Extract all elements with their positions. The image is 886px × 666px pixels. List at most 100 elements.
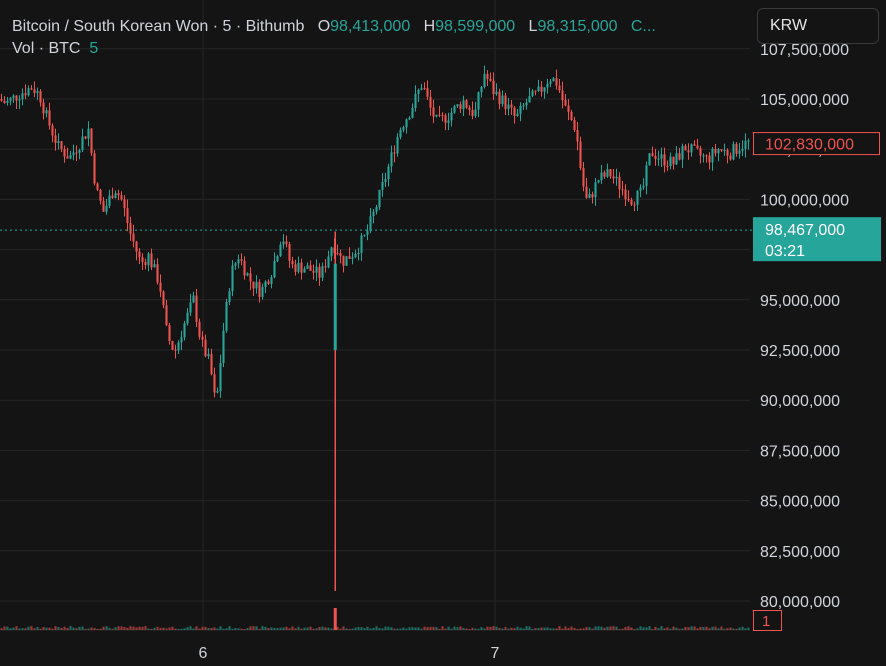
volume-bar <box>63 626 66 630</box>
candle-body <box>204 339 207 357</box>
volume-bar <box>666 627 669 630</box>
candle-body <box>729 155 732 160</box>
candle-body <box>285 241 288 245</box>
volume-bar <box>378 628 381 630</box>
volume-bar <box>30 626 33 630</box>
volume-bar <box>273 627 276 630</box>
volume-bar <box>141 626 144 630</box>
candle-body <box>492 80 495 95</box>
volume-bar <box>177 628 180 630</box>
volume-bar <box>498 627 501 630</box>
volume-bar <box>315 628 318 630</box>
volume-bar <box>564 626 567 630</box>
volume-bar <box>717 628 720 630</box>
candle-body <box>240 259 243 261</box>
volume-bar <box>114 627 117 630</box>
y-tick-label: 82,500,000 <box>760 544 840 561</box>
volume-bar <box>600 626 603 630</box>
candle-body <box>270 277 273 284</box>
volume-bar <box>45 627 48 630</box>
candle-body <box>450 112 453 121</box>
candle-body <box>177 342 180 351</box>
candle-body <box>552 78 555 82</box>
volume-bar <box>81 626 84 630</box>
candle-body <box>597 180 600 183</box>
candle-body <box>483 73 486 88</box>
candle-body <box>216 391 219 393</box>
y-tick-label: 80,000,000 <box>760 594 840 611</box>
volume-bar <box>165 628 168 630</box>
volume-bar <box>348 628 351 630</box>
volume-bar <box>522 628 525 630</box>
volume-legend-label[interactable]: Vol · BTC <box>12 40 81 57</box>
volume-bar <box>459 626 462 630</box>
volume-bar <box>3 626 6 630</box>
volume-bar <box>525 626 528 630</box>
candle-body <box>168 325 171 341</box>
symbol-title[interactable]: Bitcoin / South Korean Won <box>12 18 209 35</box>
volume-bar <box>90 627 93 630</box>
candle-body <box>453 106 456 113</box>
candle-body <box>294 264 297 272</box>
candle-body <box>576 130 579 142</box>
candle-body <box>609 169 612 177</box>
candle-body <box>21 93 24 100</box>
volume-bar <box>195 626 198 630</box>
candle-body <box>708 155 711 163</box>
volume-bar <box>207 627 210 630</box>
candle-body <box>738 150 741 154</box>
close-value: C... <box>630 18 656 35</box>
volume-bar <box>453 626 456 630</box>
volume-bar <box>102 626 105 630</box>
candle-body <box>366 231 369 235</box>
volume-bar <box>540 627 543 630</box>
candle-body <box>630 199 633 205</box>
candle-body <box>510 104 513 108</box>
volume-bar <box>267 628 270 630</box>
candle-body <box>690 144 693 153</box>
candle-body <box>396 137 399 154</box>
high-label: H <box>423 18 436 35</box>
y-tick-label: 107,500,000 <box>760 42 849 59</box>
candle-body <box>39 91 42 103</box>
candle-body <box>720 149 723 151</box>
currency-button[interactable]: KRW <box>757 8 879 44</box>
candle-body <box>327 256 330 268</box>
volume-bar <box>420 628 423 630</box>
candle-body <box>81 136 84 150</box>
volume-bar <box>741 626 744 630</box>
volume-bar <box>0 628 3 630</box>
candle-body <box>747 140 750 142</box>
candle-body <box>687 150 690 153</box>
interval-label[interactable]: 5 <box>222 18 232 35</box>
candle-body <box>114 193 117 199</box>
volume-bar <box>243 628 246 630</box>
candle-body <box>693 144 696 146</box>
candle-body <box>186 312 189 324</box>
volume-bar <box>87 628 90 630</box>
candle-body <box>645 165 648 186</box>
volume-bar <box>192 628 195 630</box>
volume-bar <box>483 628 486 630</box>
candle-body <box>291 260 294 265</box>
volume-bar <box>570 626 573 630</box>
volume-bar <box>714 626 717 630</box>
candle-body <box>381 181 384 190</box>
candle-body <box>48 110 51 126</box>
candle-body <box>3 100 6 104</box>
volume-bar <box>381 628 384 630</box>
volume-bar <box>252 626 255 630</box>
volume-bar <box>183 628 186 630</box>
volume-bar <box>516 626 519 630</box>
candle-body <box>219 362 222 392</box>
volume-bar <box>645 627 648 630</box>
volume-bar <box>249 626 252 630</box>
volume-bar <box>222 628 225 630</box>
candle-body <box>417 89 420 94</box>
candle-body <box>582 167 585 187</box>
volume-bar <box>624 627 627 630</box>
volume-bar <box>15 626 18 630</box>
volume-bar <box>336 626 339 630</box>
